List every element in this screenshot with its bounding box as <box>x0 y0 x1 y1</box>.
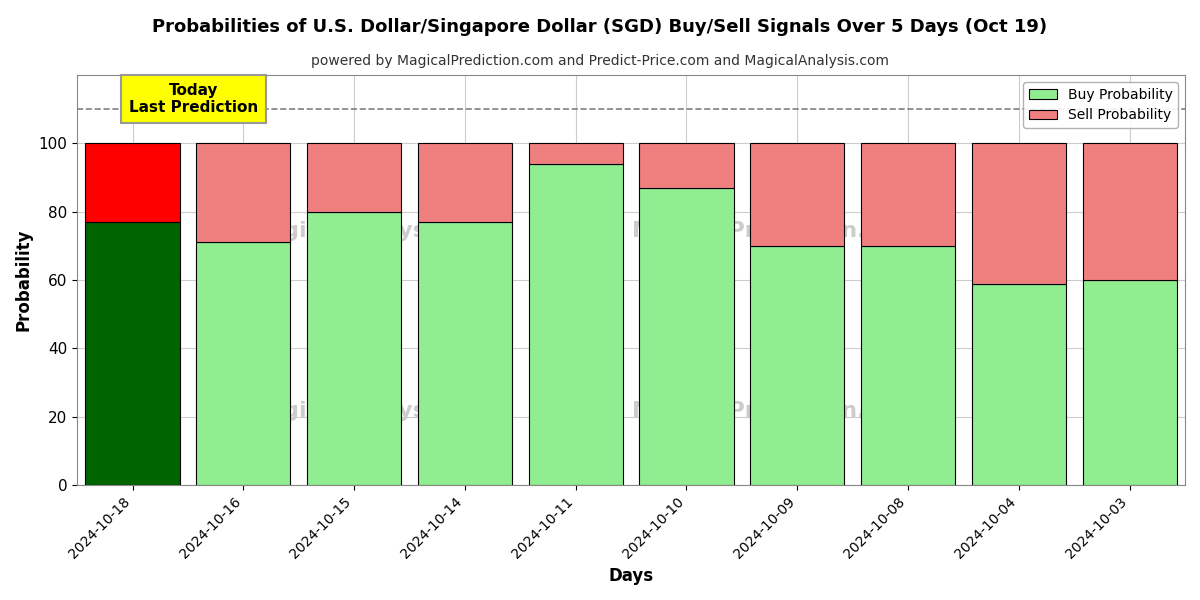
Bar <box>197 242 290 485</box>
Bar <box>750 143 845 246</box>
Bar <box>307 143 401 212</box>
Bar <box>418 143 512 222</box>
X-axis label: Days: Days <box>608 567 654 585</box>
Text: MagicalPrediction.com: MagicalPrediction.com <box>632 221 918 241</box>
Bar <box>860 143 955 246</box>
Bar <box>418 222 512 485</box>
Bar <box>972 143 1066 284</box>
Bar <box>529 143 623 164</box>
Bar <box>85 222 180 485</box>
Bar <box>860 246 955 485</box>
Y-axis label: Probability: Probability <box>14 229 32 331</box>
Bar <box>85 143 180 222</box>
Legend: Buy Probability, Sell Probability: Buy Probability, Sell Probability <box>1024 82 1178 128</box>
Bar <box>1082 280 1177 485</box>
Bar <box>1082 143 1177 280</box>
Bar <box>307 212 401 485</box>
Text: powered by MagicalPrediction.com and Predict-Price.com and MagicalAnalysis.com: powered by MagicalPrediction.com and Pre… <box>311 54 889 68</box>
Bar <box>640 188 733 485</box>
Text: MagicalAnalysis.com: MagicalAnalysis.com <box>246 221 506 241</box>
Text: Probabilities of U.S. Dollar/Singapore Dollar (SGD) Buy/Sell Signals Over 5 Days: Probabilities of U.S. Dollar/Singapore D… <box>152 18 1048 36</box>
Text: MagicalAnalysis.com: MagicalAnalysis.com <box>246 401 506 421</box>
Bar <box>640 143 733 188</box>
Bar <box>750 246 845 485</box>
Text: MagicalPrediction.com: MagicalPrediction.com <box>632 401 918 421</box>
Bar <box>972 284 1066 485</box>
Text: Today
Last Prediction: Today Last Prediction <box>128 83 258 115</box>
Bar <box>197 143 290 242</box>
Bar <box>529 164 623 485</box>
